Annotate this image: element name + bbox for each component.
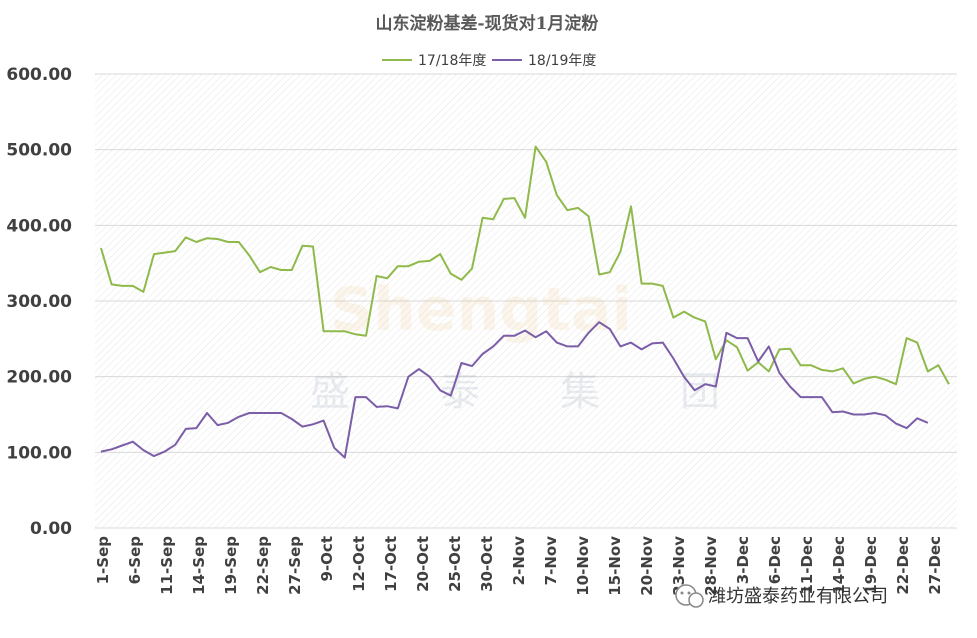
gridlines (95, 73, 957, 529)
footer-company: 潍坊盛泰药业有限公司 (708, 586, 888, 607)
watermark-latin: Shengtai (330, 275, 632, 345)
x-tick-label: 23-Nov (670, 536, 688, 596)
x-tick-label: 11-Dec (798, 536, 816, 595)
x-tick-label: 20-Nov (638, 536, 656, 596)
chart-title: 山东淀粉基差-现货对1月淀粉 (376, 13, 599, 34)
x-tick-label: 22-Dec (894, 536, 912, 595)
y-tick-label: 400.00 (6, 216, 72, 236)
y-axis: 0.00 100.00 200.00 300.00 400.00 500.00 600.00 (6, 65, 72, 539)
x-tick-label: 19-Dec (862, 536, 880, 595)
x-tick-label: 6-Dec (766, 536, 784, 584)
x-tick-label: 30-Oct (478, 536, 496, 592)
x-tick-label: 27-Dec (926, 536, 944, 595)
x-tick-label: 19-Sep (222, 536, 240, 595)
legend: 17/18年度 18/19年度 (382, 53, 596, 69)
x-tick-label: 9-Oct (318, 536, 336, 581)
y-tick-label: 500.00 (6, 141, 72, 161)
y-tick-label: 200.00 (6, 368, 72, 388)
watermark: Shengtai 盛 泰 集 团 (310, 275, 720, 415)
y-tick-label: 0.00 (30, 519, 72, 539)
series-line-1819 (100, 321, 929, 459)
x-tick-label: 2-Nov (510, 536, 528, 586)
watermark-char-4: 团 (680, 369, 720, 415)
x-tick-label: 15-Nov (606, 536, 624, 596)
x-tick-label: 14-Sep (190, 536, 208, 595)
x-tick-label: 12-Oct (350, 536, 368, 592)
y-tick-label: 100.00 (6, 443, 72, 463)
x-axis: 1-Sep 6-Sep 11-Sep 14-Sep 19-Sep 22-Sep 27-Sep… (94, 536, 944, 596)
x-tick-label: 7-Nov (542, 536, 560, 586)
legend-label-1718: 17/18年度 (418, 53, 486, 69)
wechat-icon (675, 584, 704, 608)
x-tick-label: 17-Oct (382, 536, 400, 592)
x-tick-label: 3-Dec (734, 536, 752, 584)
legend-label-1819: 18/19年度 (528, 53, 596, 69)
x-tick-label: 10-Nov (574, 536, 592, 596)
x-tick-label: 27-Sep (286, 536, 304, 595)
watermark-char-1: 盛 (310, 369, 350, 415)
series-line-1718 (100, 145, 950, 386)
x-tick-label: 14-Dec (830, 536, 848, 595)
watermark-char-2: 泰 (440, 369, 480, 415)
y-tick-label: 300.00 (6, 292, 72, 312)
y-tick-label: 600.00 (6, 65, 72, 85)
x-tick-label: 28-Nov (702, 536, 720, 596)
watermark-char-3: 集 (560, 369, 600, 415)
x-tick-label: 20-Oct (414, 536, 432, 592)
footer-watermark: 潍坊盛泰药业有限公司 (675, 584, 888, 608)
x-tick-label: 22-Sep (254, 536, 272, 595)
series-lines (100, 145, 950, 459)
x-tick-label: 11-Sep (158, 536, 176, 595)
x-tick-label: 1-Sep (94, 536, 112, 585)
x-tick-label: 6-Sep (126, 536, 144, 585)
x-tick-label: 25-Oct (446, 536, 464, 592)
